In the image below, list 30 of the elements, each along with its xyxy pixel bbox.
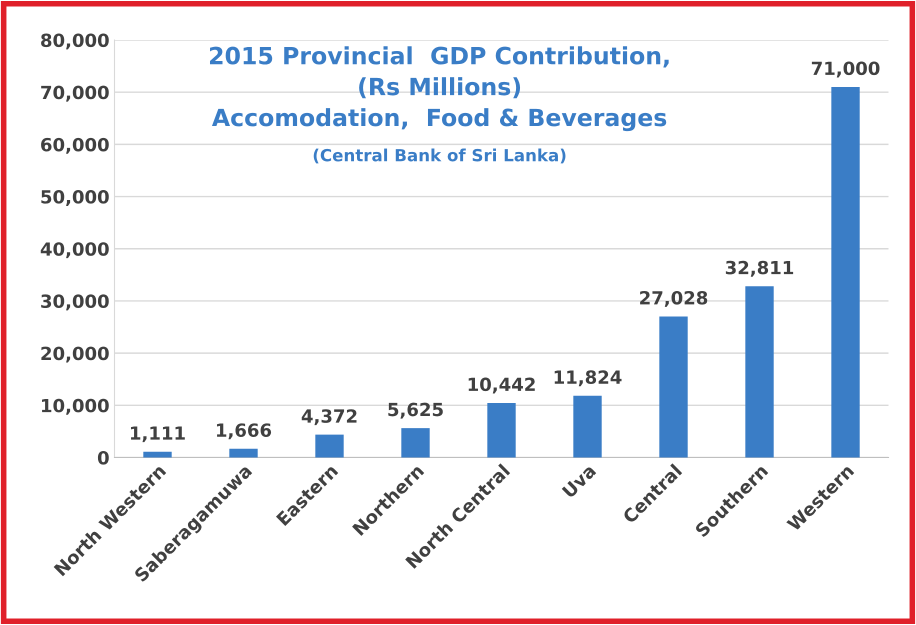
- text: (Central Bank of Sri Lanka): [314, 148, 566, 164]
- y-tick-label: 70,000: [41, 86, 109, 102]
- data-label: 11,824: [554, 370, 622, 386]
- bar: [659, 316, 688, 458]
- bar: [745, 286, 774, 458]
- bar: [831, 86, 860, 458]
- text: 2015 Provincial GDP Contribution, (Rs Millions) Accomodation, Food & Beverages: [210, 46, 669, 132]
- y-tick-label: 40,000: [40, 242, 109, 258]
- data-label: 32,811: [726, 260, 794, 277]
- y-tick-label: 30,000: [41, 294, 109, 310]
- bar: [573, 396, 602, 458]
- bar: [487, 403, 516, 458]
- data-label: 5,625: [388, 402, 443, 419]
- bar: [143, 452, 172, 458]
- y-tick-label: 0: [98, 450, 109, 465]
- data-label: 4,372: [302, 409, 356, 426]
- y-tick-label: 20,000: [41, 346, 109, 363]
- bar: [315, 434, 344, 458]
- data-label: 10,442: [468, 378, 535, 394]
- data-label: 71,000: [812, 61, 880, 78]
- y-tick-label: 10,000: [42, 398, 109, 415]
- bar: [401, 428, 430, 458]
- bar: [229, 448, 258, 458]
- y-tick-label: 50,000: [41, 190, 109, 206]
- y-tick-label: 60,000: [41, 138, 109, 154]
- x-tick-label: Uva: [562, 464, 596, 498]
- y-tick-label: 80,000: [41, 33, 109, 50]
- data-label: 1,666: [216, 423, 272, 440]
- data-label: 1,111: [130, 426, 185, 442]
- data-label: 27,028: [640, 290, 708, 307]
